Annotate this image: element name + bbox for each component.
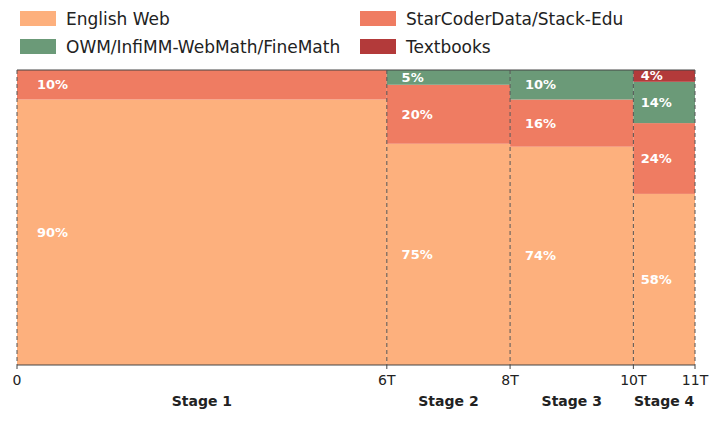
bar-segment <box>17 70 387 100</box>
data-label: 16% <box>525 116 556 131</box>
bar-segment <box>387 70 510 85</box>
bars <box>17 70 695 365</box>
legend-label: English Web <box>66 9 170 29</box>
data-label: 20% <box>402 107 433 122</box>
tick-mark <box>510 365 511 369</box>
category-label: Stage 3 <box>542 393 602 409</box>
category-label: Stage 4 <box>634 393 695 409</box>
legend-swatch <box>20 39 56 54</box>
boundary-line <box>695 70 696 365</box>
tick-label: 11T <box>682 372 709 388</box>
legend-item: English Web <box>20 9 170 29</box>
legend-item: Textbooks <box>360 37 491 57</box>
bar-segment <box>510 70 633 100</box>
tick-label: 8T <box>501 372 519 388</box>
legend-label: OWM/InfiMM-WebMath/FineMath <box>66 37 340 57</box>
tick-mark <box>386 365 387 369</box>
data-label: 10% <box>525 77 556 92</box>
bar-segment <box>633 194 695 365</box>
data-label: 75% <box>402 247 433 262</box>
data-label: 5% <box>402 70 424 85</box>
data-label: 90% <box>37 225 68 240</box>
category-label: Stage 2 <box>418 393 478 409</box>
data-label: 74% <box>525 248 556 263</box>
data-label: 10% <box>37 77 68 92</box>
boundary-line <box>17 70 18 365</box>
bar-segment <box>510 100 633 147</box>
data-label: 58% <box>641 272 672 287</box>
chart: English Web StarCoderData/Stack-Edu OWM/In… <box>0 0 720 424</box>
legend-item: OWM/InfiMM-WebMath/FineMath <box>20 37 340 57</box>
tick-mark <box>633 365 634 369</box>
bar-segment <box>387 85 510 144</box>
tick-mark <box>695 365 696 369</box>
bar-segment <box>633 123 695 194</box>
data-labels: 90% 10% 75% 20% 5% 74% 16% 10% 58% 24% 14% 4% <box>37 68 672 287</box>
boundary-line <box>510 70 511 365</box>
legend-swatch <box>360 11 396 26</box>
category-label: Stage 1 <box>172 393 232 409</box>
tick-mark <box>17 365 18 369</box>
boundary-line <box>633 70 634 365</box>
bar-segment <box>17 100 387 366</box>
legend-label: Textbooks <box>405 37 491 57</box>
data-label: 24% <box>641 151 672 166</box>
bar-segment <box>510 147 633 365</box>
boundary-line <box>386 70 387 365</box>
data-label: 4% <box>641 68 663 83</box>
legend-label: StarCoderData/Stack-Edu <box>406 9 623 29</box>
tick-label: 10T <box>620 372 647 388</box>
legend-swatch <box>360 39 396 54</box>
bar-segment <box>387 144 510 365</box>
legend-item: StarCoderData/Stack-Edu <box>360 9 623 29</box>
data-label: 14% <box>641 95 672 110</box>
tick-label: 0 <box>13 372 22 388</box>
x-axis <box>17 365 695 366</box>
frame-top <box>17 70 695 71</box>
bar-segment <box>633 82 695 123</box>
tick-label: 6T <box>378 372 396 388</box>
legend-swatch <box>20 11 56 26</box>
